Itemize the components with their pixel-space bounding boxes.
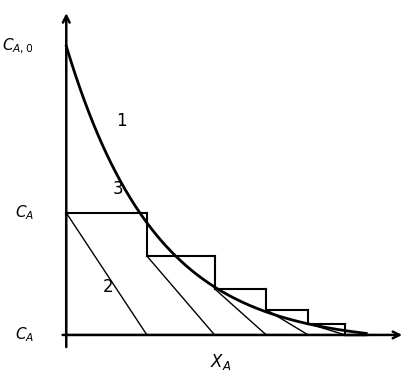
Text: $C_{A,0}$: $C_{A,0}$ — [2, 37, 34, 56]
Text: 1: 1 — [116, 112, 126, 130]
Text: $X_A$: $X_A$ — [210, 352, 232, 372]
Text: 3: 3 — [113, 180, 123, 198]
Text: $C_{A}$: $C_{A}$ — [15, 326, 34, 344]
Text: 2: 2 — [103, 278, 114, 296]
Text: $C_{A}$: $C_{A}$ — [15, 203, 34, 222]
